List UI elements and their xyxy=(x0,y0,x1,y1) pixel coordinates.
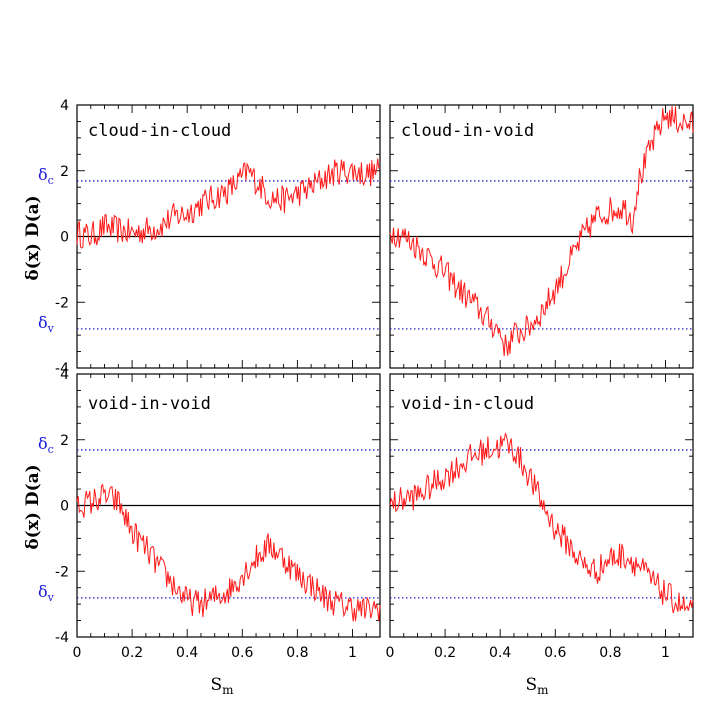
random-walk-line xyxy=(76,158,381,249)
panel-label: cloud-in-void xyxy=(401,121,534,141)
y-tick-label: -4 xyxy=(55,361,69,377)
random-walk-line xyxy=(389,432,694,614)
delta-v-sub: v xyxy=(47,591,55,604)
svg-text:δv: δv xyxy=(38,582,55,604)
y-tick-label: 0 xyxy=(60,230,69,246)
y-tick-label: 2 xyxy=(60,164,69,180)
y-tick-label: 4 xyxy=(60,367,69,383)
x-tick-label: 1 xyxy=(348,645,357,661)
delta-v-sub: v xyxy=(47,322,55,335)
x-tick-label: 0.6 xyxy=(231,645,253,661)
x-tick-labels-right: 0 0.2 0.4 0.6 0.8 1 xyxy=(386,645,670,661)
delta-v-symbol: δ xyxy=(38,582,48,601)
panel-cloud-in-void: cloud-in-void xyxy=(389,104,694,369)
y-tick-labels-bottom: -4 -2 0 2 4 xyxy=(55,367,69,646)
delta-v-label-top: δv xyxy=(38,313,55,335)
svg-text:δc: δc xyxy=(38,434,54,456)
delta-c-sub: c xyxy=(48,443,54,456)
x-tick-label: 0.8 xyxy=(286,645,308,661)
delta-c-sub: c xyxy=(48,174,54,187)
x-tick-label: 0.4 xyxy=(489,645,511,661)
x-tick-label: 0.2 xyxy=(121,645,143,661)
x-axis-label-right: Sm xyxy=(525,675,549,697)
ticks xyxy=(76,373,381,638)
panel-label: void-in-void xyxy=(88,394,211,414)
y-tick-label: 0 xyxy=(60,499,69,515)
x-tick-label: 1 xyxy=(661,645,670,661)
x-axis-symbol: S xyxy=(525,675,537,695)
x-tick-label: 0 xyxy=(73,645,82,661)
x-tick-label: 0.2 xyxy=(434,645,456,661)
y-tick-label: -2 xyxy=(55,295,69,311)
svg-text:δv: δv xyxy=(38,313,55,335)
svg-text:δc: δc xyxy=(38,165,54,187)
y-tick-label: -4 xyxy=(55,630,69,646)
y-axis-label-bottom: δ(x) D(a) xyxy=(23,464,43,549)
panel-label: void-in-cloud xyxy=(401,394,534,414)
random-walk-line xyxy=(389,106,694,357)
y-axis-label-top: δ(x) D(a) xyxy=(23,195,43,280)
x-axis-sub: m xyxy=(222,683,234,697)
y-tick-labels-top: -4 -2 0 2 4 xyxy=(55,98,69,377)
x-axis-label-left: Sm xyxy=(210,675,234,697)
delta-c-label-bottom: δc xyxy=(38,434,54,456)
panel-cloud-in-cloud: cloud-in-cloud xyxy=(76,104,381,369)
x-tick-label: 0 xyxy=(386,645,395,661)
delta-v-symbol: δ xyxy=(38,313,48,332)
random-walk-line xyxy=(76,483,381,622)
panel-label: cloud-in-cloud xyxy=(88,121,231,141)
panel-void-in-void: void-in-void xyxy=(76,373,381,638)
y-tick-label: -2 xyxy=(55,564,69,580)
y-tick-label: 4 xyxy=(60,98,69,114)
delta-c-symbol: δ xyxy=(38,434,48,453)
delta-c-label-top: δc xyxy=(38,165,54,187)
x-tick-label: 0.4 xyxy=(176,645,198,661)
delta-c-symbol: δ xyxy=(38,165,48,184)
y-tick-label: 2 xyxy=(60,433,69,449)
delta-v-label-bottom: δv xyxy=(38,582,55,604)
x-axis-sub: m xyxy=(537,683,549,697)
x-tick-label: 0.8 xyxy=(599,645,621,661)
x-tick-label: 0.6 xyxy=(544,645,566,661)
panel-void-in-cloud: void-in-cloud xyxy=(389,373,694,638)
x-axis-symbol: S xyxy=(210,675,222,695)
x-tick-labels-left: 0 0.2 0.4 0.6 0.8 1 xyxy=(73,645,357,661)
